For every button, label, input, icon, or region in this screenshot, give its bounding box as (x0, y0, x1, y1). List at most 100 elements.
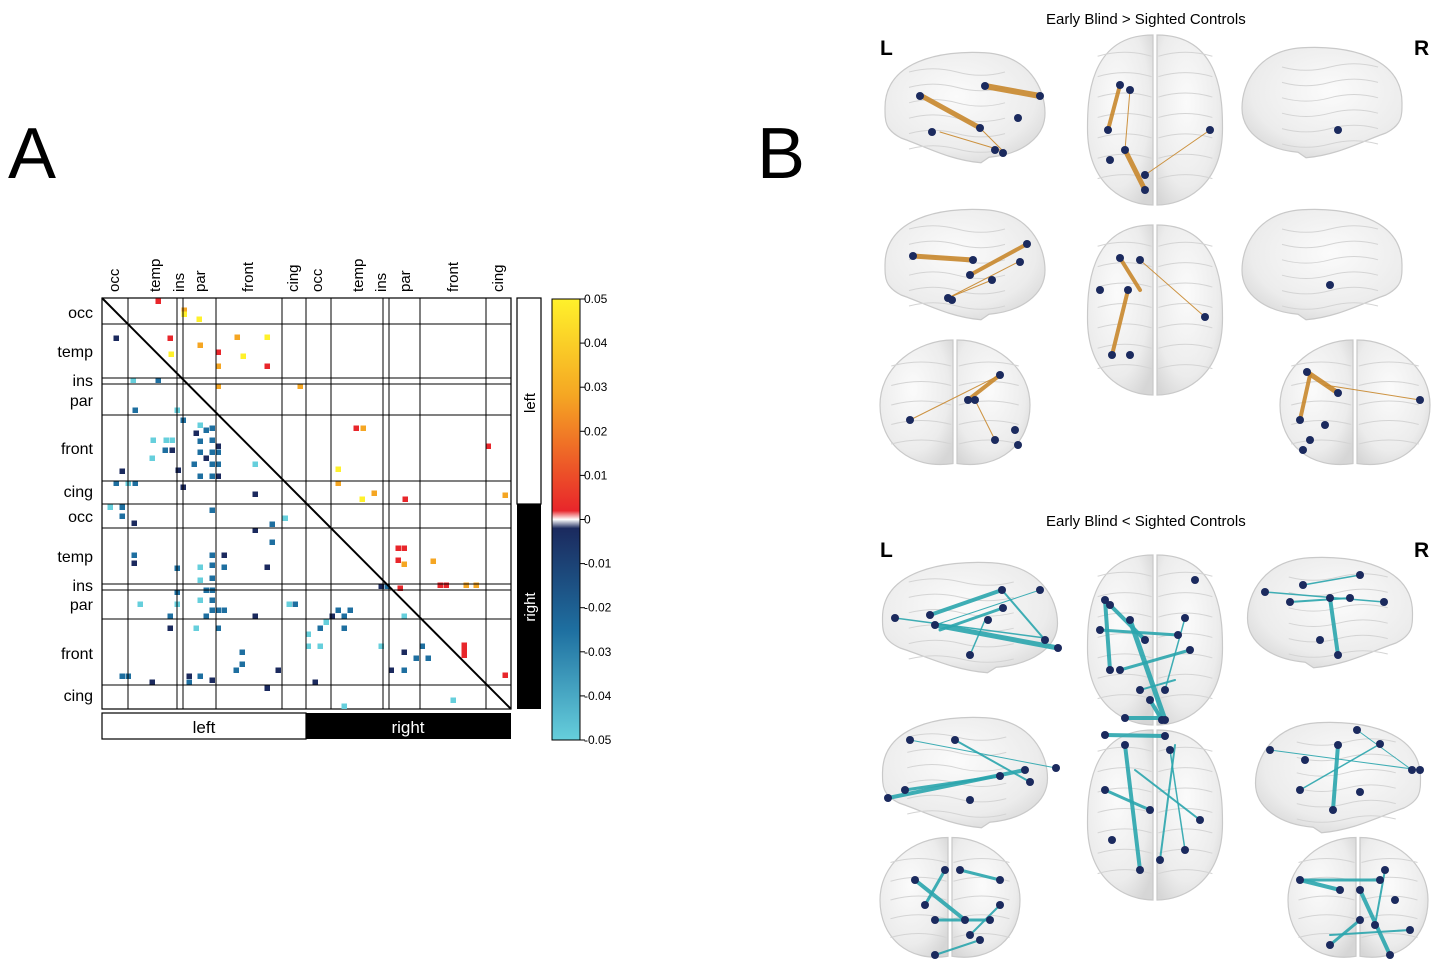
hemi-side-left (516, 297, 542, 505)
brain-node (971, 396, 979, 404)
matrix-column-labels: occ temp ins par front cing occ temp ins par front… (106, 259, 507, 292)
matrix-cell (215, 443, 221, 449)
brain-node (926, 611, 934, 619)
matrix-cell (312, 679, 318, 685)
matrix-cell (197, 342, 203, 348)
brain-node (931, 916, 939, 924)
colorbar-tick-label: 0.03 (584, 380, 608, 394)
left-hemisphere-label-bottom: L (880, 539, 893, 562)
brain-node (1101, 731, 1109, 739)
brain-node (928, 128, 936, 136)
matrix-cell (131, 520, 137, 526)
brain-node (1141, 636, 1149, 644)
brain-node (1386, 951, 1394, 959)
matrix-col-label: par (192, 270, 209, 292)
brain-node (966, 931, 974, 939)
brain-edge (958, 868, 1002, 882)
brain-node (1206, 126, 1214, 134)
brain-edge (1106, 83, 1122, 132)
brain-top-posterior (879, 339, 1031, 466)
matrix-cell (341, 703, 347, 709)
matrix-cell (335, 466, 341, 472)
hemi-side-left-label: left (522, 392, 539, 413)
brain-node (956, 866, 964, 874)
brain-node (916, 92, 924, 100)
matrix-row-label: front (61, 441, 94, 458)
matrix-cell (197, 449, 203, 455)
matrix-cell (215, 449, 221, 455)
matrix-cell (221, 552, 227, 558)
matrix-cell (252, 527, 258, 533)
bottom-brain-title: Early Blind < Sighted Controls (1046, 513, 1246, 530)
matrix-cell (119, 673, 125, 679)
brain-edge (934, 939, 981, 956)
brain-node (1326, 941, 1334, 949)
brain-node (1371, 921, 1379, 929)
matrix-col-label: temp (147, 259, 164, 292)
brain-edge (1324, 384, 1421, 401)
brain-node (1326, 594, 1334, 602)
brain-edge (1103, 788, 1152, 812)
matrix-col-label: cing (490, 264, 507, 292)
brain-edge (947, 279, 993, 299)
brain-node (1301, 756, 1309, 764)
matrix-cell (269, 539, 275, 545)
hemi-bar-right-label: right (391, 718, 424, 737)
brain-node (1106, 156, 1114, 164)
matrix-row-label: cing (64, 688, 93, 705)
brain-node (1121, 714, 1129, 722)
matrix-cell (329, 613, 335, 619)
matrix-cell (461, 652, 467, 658)
matrix-col-label: cing (285, 264, 302, 292)
brain-node (909, 252, 917, 260)
brain-edge (1118, 256, 1142, 292)
matrix-cell (215, 383, 221, 389)
matrix-cell (203, 427, 209, 433)
brain-edge (969, 904, 1001, 936)
matrix-cell (162, 447, 168, 453)
brain-node (998, 586, 1006, 594)
brain-edge (966, 373, 1002, 402)
brain-node (1124, 286, 1132, 294)
brain-node (999, 604, 1007, 612)
brain-views (879, 34, 1431, 959)
brain-node (1181, 614, 1189, 622)
brain-node (1334, 741, 1342, 749)
matrix-cell (155, 298, 161, 304)
brain-node (996, 772, 1004, 780)
brain-edge (1264, 591, 1385, 603)
brain-edge (903, 774, 1002, 792)
matrix-cell (419, 643, 425, 649)
brain-node (1106, 666, 1114, 674)
matrix-cell (209, 425, 215, 431)
brain-edge (1118, 648, 1192, 672)
matrix-cell (437, 582, 443, 588)
matrix-col-label: ins (171, 273, 188, 292)
matrix-row-label: ins (73, 373, 93, 390)
brain-node (1023, 240, 1031, 248)
matrix-cell (264, 564, 270, 570)
matrix-cell (215, 363, 221, 369)
brain-edge (1103, 598, 1112, 672)
brain-edge (1299, 743, 1381, 791)
brain-node (1136, 686, 1144, 694)
brain-node (988, 276, 996, 284)
brain-node (1303, 368, 1311, 376)
matrix-cell (119, 468, 125, 474)
colorbar-tick-label: 0 (584, 513, 591, 527)
matrix-cell (191, 461, 197, 467)
matrix-cell (209, 449, 215, 455)
brain-node (966, 271, 974, 279)
hemi-side-right (517, 504, 541, 709)
matrix-row-label: par (70, 597, 94, 614)
brain-edge (1328, 596, 1340, 657)
matrix-cell (215, 607, 221, 613)
matrix-cell (401, 561, 407, 567)
brain-edge (909, 374, 1001, 421)
brain-edge (1139, 259, 1206, 318)
hemi-side-right-label: right (522, 592, 539, 622)
matrix-cell (264, 334, 270, 340)
brain-node (964, 396, 972, 404)
brain-node (1201, 313, 1209, 321)
matrix-cell (384, 583, 390, 589)
